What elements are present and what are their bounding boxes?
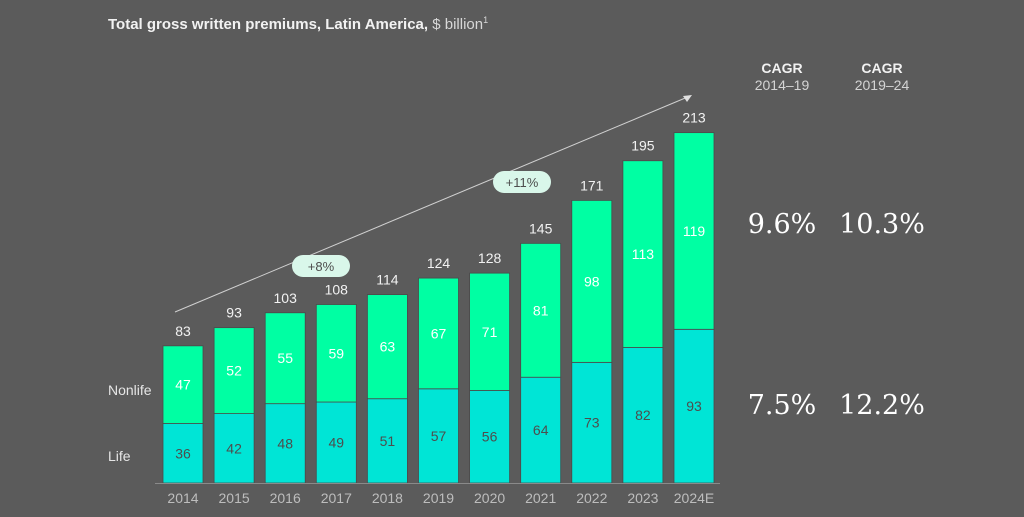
total-label-2019: 124	[427, 255, 451, 271]
bar-life-2019	[418, 388, 459, 484]
value-label-nonlife-2023: 113	[632, 246, 655, 262]
value-label-nonlife-2022: 98	[584, 273, 600, 289]
value-label-life-2016: 48	[277, 435, 293, 451]
bar-nonlife-2023	[622, 160, 664, 348]
value-label-life-2019: 57	[431, 428, 447, 444]
cagr-life-2019-24: 12.2%	[839, 390, 925, 421]
total-label-2023: 195	[631, 138, 655, 154]
total-label-2017: 108	[325, 282, 349, 298]
value-label-life-2015: 42	[226, 440, 242, 456]
value-label-nonlife-2014: 47	[175, 377, 191, 393]
bar-nonlife-2019	[418, 277, 459, 390]
growth-label-1: +11%	[506, 175, 539, 190]
bar-nonlife-2014	[162, 345, 204, 424]
value-label-life-2014: 36	[175, 445, 191, 461]
x-tick-2020: 2020	[474, 490, 505, 506]
value-label-nonlife-2018: 63	[380, 339, 396, 355]
title-text: Total gross written premiums, Latin Amer…	[108, 16, 429, 33]
bar-life-2017	[315, 401, 357, 484]
x-tick-2016: 2016	[270, 490, 301, 506]
bar-nonlife-2024E	[673, 132, 715, 330]
bar-nonlife-2016	[264, 312, 306, 405]
x-tick-2014: 2014	[167, 490, 198, 506]
bar-nonlife-2020	[469, 272, 511, 391]
cagr-life-2014-19: 7.5%	[747, 390, 817, 421]
growth-label-0: +8%	[308, 259, 335, 274]
total-label-2020: 128	[478, 250, 502, 266]
unit-label: $ billion1	[432, 15, 489, 33]
value-label-nonlife-2015: 52	[226, 363, 242, 379]
total-label-2021: 145	[529, 220, 553, 236]
total-label-2016: 103	[274, 290, 298, 306]
bar-nonlife-2018	[366, 294, 408, 400]
bar-life-2018	[366, 398, 408, 484]
growth-pill-0	[292, 255, 350, 277]
value-label-life-2023: 82	[635, 407, 651, 423]
x-tick-2024E: 2024E	[674, 490, 714, 506]
value-label-life-2024E: 93	[686, 398, 702, 414]
value-label-nonlife-2017: 59	[329, 345, 345, 361]
cagr-nonlife-2014-19: 9.6%	[747, 209, 817, 240]
cagr-nonlife-2019-24: 10.3%	[839, 209, 925, 240]
x-tick-2019: 2019	[423, 490, 454, 506]
value-label-nonlife-2020: 71	[482, 324, 498, 340]
value-label-nonlife-2019: 67	[431, 325, 447, 341]
growth-pill-1	[493, 171, 551, 193]
value-label-life-2020: 56	[482, 429, 498, 445]
x-tick-2022: 2022	[576, 490, 607, 506]
bar-life-2016	[264, 403, 306, 484]
bar-life-2021	[520, 376, 562, 484]
legend-life: Life	[108, 448, 131, 464]
total-label-2022: 171	[580, 177, 604, 193]
bar-nonlife-2015	[213, 327, 255, 414]
value-label-nonlife-2016: 55	[277, 350, 293, 366]
cagr-header-2019-24: CAGR 2019–24	[854, 60, 910, 93]
bar-life-2015	[213, 413, 255, 484]
bar-life-2014	[162, 423, 204, 484]
bar-nonlife-2017	[315, 304, 357, 403]
x-tick-2021: 2021	[525, 490, 556, 506]
total-label-2015: 93	[226, 305, 242, 321]
footnote-marker: 1	[483, 15, 489, 25]
x-tick-2018: 2018	[372, 490, 403, 506]
total-label-2018: 114	[376, 272, 399, 288]
value-label-life-2018: 51	[380, 433, 396, 449]
value-label-life-2022: 73	[584, 415, 600, 431]
total-label-2024E: 213	[682, 110, 706, 126]
chart-title: Total gross written premiums, Latin Amer…	[108, 15, 488, 33]
bar-life-2020	[469, 390, 511, 484]
value-label-life-2017: 49	[329, 435, 345, 451]
trend-arrow-line	[174, 95, 691, 313]
x-tick-2017: 2017	[321, 490, 352, 506]
value-label-nonlife-2024E: 119	[683, 223, 706, 239]
value-label-nonlife-2021: 81	[533, 302, 549, 318]
x-tick-2023: 2023	[627, 490, 658, 506]
bar-nonlife-2021	[520, 242, 562, 378]
x-tick-2015: 2015	[219, 490, 250, 506]
bar-nonlife-2022	[571, 200, 613, 363]
arrow-head-icon	[683, 95, 692, 102]
legend-nonlife: Nonlife	[108, 382, 152, 398]
value-label-life-2021: 64	[533, 422, 549, 438]
cagr-header-2014-19: CAGR 2014–19	[754, 60, 810, 93]
total-label-2014: 83	[175, 323, 191, 339]
